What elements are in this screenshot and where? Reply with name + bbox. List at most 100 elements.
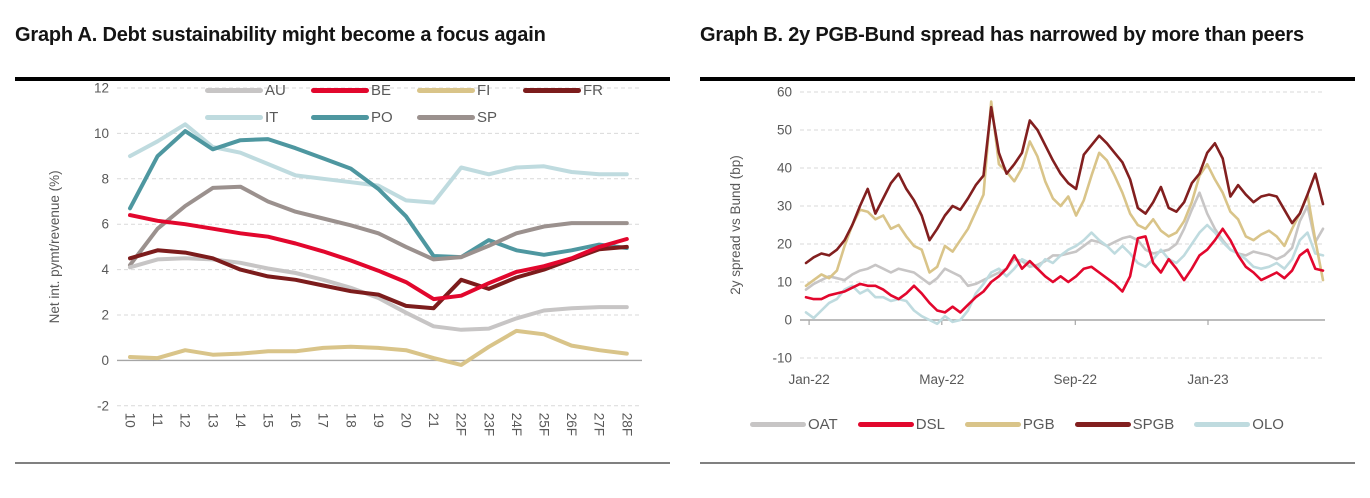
x-tick-label: 18: [343, 413, 358, 428]
x-tick-label: Jan-23: [1187, 372, 1228, 387]
legend-label: IT: [265, 109, 279, 126]
x-tick-label: 17: [316, 413, 331, 428]
legend-swatch-FR: [523, 88, 581, 93]
legend-label: SP: [477, 109, 498, 126]
panel-graph-a: Graph A. Debt sustainability might becom…: [15, 10, 670, 464]
series-line-DSL: [804, 227, 1325, 314]
series-line-OAT: [804, 191, 1325, 291]
legend-row: OAT DSL PGB SPGB OLO: [750, 416, 1284, 433]
legend-swatch-SP: [417, 115, 475, 120]
y-tick-label: -2: [97, 398, 109, 413]
legend-swatch-PGB: [964, 422, 1021, 427]
y-tick-label: 4: [101, 262, 109, 277]
panel-graph-b: Graph B. 2y PGB-Bund spread has narrowed…: [700, 10, 1355, 464]
legend-swatch-OLO: [1194, 422, 1251, 427]
x-tick-label: 23F: [481, 413, 496, 436]
legend-label: FR: [583, 82, 603, 99]
x-tick-label: 21: [426, 413, 441, 428]
series-line-FR: [128, 244, 629, 311]
graph-a-chart-area: 12 10 8 6 4 2 0 -2 Net int. pymt/revenue (%) 10 11…: [15, 82, 670, 462]
graph-a-bottom-rule: [15, 462, 670, 464]
x-tick-label: 26F: [564, 413, 579, 436]
legend-swatch-OAT: [750, 422, 806, 427]
legend-item-FI: FI: [417, 82, 523, 99]
figure-row: Graph A. Debt sustainability might becom…: [15, 10, 1370, 464]
series-line-OLO: [804, 223, 1325, 326]
x-tick-label: 27F: [592, 413, 607, 436]
legend-label: PGB: [1022, 416, 1055, 433]
legend-item-AU: AU: [205, 82, 311, 99]
x-tick-label: 24F: [509, 413, 524, 436]
y-tick-label: 60: [777, 85, 792, 100]
legend-label: FI: [477, 82, 491, 99]
legend-item-PO: PO: [311, 109, 417, 126]
y-tick-label: 2: [101, 308, 109, 323]
legend-swatch-DSL: [857, 422, 914, 427]
y-tick-label: 50: [777, 123, 792, 138]
legend-label: SPGB: [1132, 416, 1175, 433]
y-tick-label: 8: [101, 171, 109, 186]
y-tick-label: 30: [777, 199, 792, 214]
graph-a-legend: AU BE FI FR IT PO SP: [205, 77, 629, 131]
x-tick-label: Jan-22: [788, 372, 829, 387]
legend-item-SPGB: SPGB: [1074, 416, 1175, 433]
y-tick-label: 20: [777, 237, 792, 252]
legend-swatch-SPGB: [1074, 422, 1131, 427]
x-tick-label: 16: [288, 413, 303, 428]
x-tick-label: 28F: [619, 413, 634, 436]
x-tick-label: 10: [123, 413, 138, 428]
y-tick-label: 40: [777, 161, 792, 176]
y-axis-title: 2y spread vs Bund (bp): [728, 155, 743, 295]
x-tick-label: 20: [399, 413, 414, 428]
x-tick-label: 25F: [537, 413, 552, 436]
y-tick-label: -10: [772, 351, 792, 366]
series-line-FI: [128, 328, 629, 367]
legend-label: AU: [265, 82, 286, 99]
legend-swatch-AU: [205, 88, 263, 93]
x-tick-label: 22F: [454, 413, 469, 436]
x-tick-label: 13: [205, 413, 220, 428]
series-line-BE: [128, 213, 629, 302]
x-tick-label: 19: [371, 413, 386, 428]
legend-swatch-PO: [311, 115, 369, 120]
graph-b-line-chart: 60 50 40 30 20 10 0 -10 2y spread vs Bund (bp) Ja…: [728, 85, 1325, 387]
y-tick-label: 10: [94, 126, 109, 141]
x-tick-label: May-22: [919, 372, 964, 387]
legend-label: OAT: [808, 416, 838, 433]
y-tick-label: 12: [94, 82, 109, 96]
graph-b-title: Graph B. 2y PGB-Bund spread has narrowed…: [700, 24, 1304, 46]
graph-b-bottom-rule: [700, 462, 1355, 464]
x-tick-label: 14: [233, 413, 248, 429]
legend-item-BE: BE: [311, 82, 417, 99]
y-tick-label: 0: [784, 313, 792, 328]
graph-a-title-rule: [15, 77, 670, 81]
graph-a-title: Graph A. Debt sustainability might becom…: [15, 24, 546, 46]
legend-item-FR: FR: [523, 82, 629, 99]
legend-label: DSL: [915, 416, 945, 433]
graph-b-title-rule: [700, 77, 1355, 81]
legend-item-DSL: DSL: [857, 416, 945, 433]
y-tick-label: 10: [777, 275, 792, 290]
legend-row: AU BE FI FR: [205, 77, 629, 104]
legend-item-OAT: OAT: [750, 416, 838, 433]
legend-label: BE: [371, 82, 392, 99]
x-tick-label: 15: [261, 413, 276, 428]
series-line-SP: [128, 184, 629, 268]
legend-swatch-IT: [205, 115, 263, 120]
legend-swatch-BE: [311, 88, 369, 93]
y-tick-label: 6: [101, 217, 109, 232]
legend-item-IT: IT: [205, 109, 311, 126]
series-line-PGB: [804, 100, 1325, 288]
series-line-SPGB: [804, 105, 1325, 265]
legend-label: PO: [371, 109, 393, 126]
legend-item-SP: SP: [417, 109, 523, 126]
legend-item-PGB: PGB: [964, 416, 1055, 433]
x-tick-label: Sep-22: [1054, 372, 1098, 387]
y-axis-title: Net int. pymt/revenue (%): [47, 170, 62, 323]
legend-label: OLO: [1252, 416, 1284, 433]
legend-item-OLO: OLO: [1194, 416, 1284, 433]
graph-b-chart-area: 60 50 40 30 20 10 0 -10 2y spread vs Bund (bp) Ja…: [700, 82, 1355, 462]
graph-b-legend: OAT DSL PGB SPGB OLO: [750, 416, 1284, 433]
x-tick-label: 12: [178, 413, 193, 428]
